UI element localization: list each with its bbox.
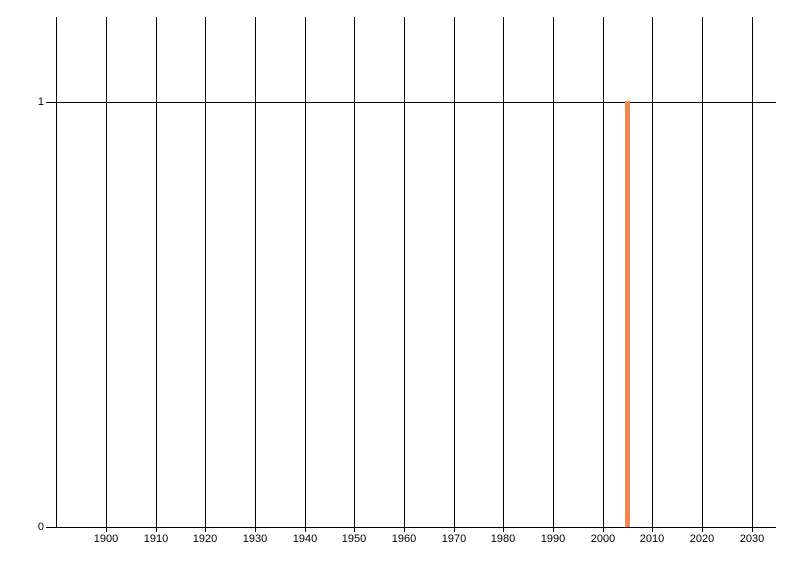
x-tick-label: 2000: [590, 533, 616, 545]
x-tick-label: 1930: [242, 533, 268, 545]
x-gridline: [603, 17, 604, 527]
x-gridline: [354, 17, 355, 527]
x-tick: [702, 527, 703, 532]
x-tick: [305, 527, 306, 532]
x-tick-label: 1990: [540, 533, 566, 545]
y-tick-label: 1: [37, 96, 44, 108]
x-tick-label: 1960: [391, 533, 417, 545]
x-tick-label: 1980: [490, 533, 516, 545]
x-tick-label: 2010: [639, 533, 665, 545]
x-gridline: [752, 17, 753, 527]
x-gridline: [553, 17, 554, 527]
x-gridline: [503, 17, 504, 527]
x-axis-line: [46, 527, 776, 528]
x-gridline: [404, 17, 405, 527]
x-tick: [553, 527, 554, 532]
x-gridline: [454, 17, 455, 527]
x-tick: [354, 527, 355, 532]
x-tick: [255, 527, 256, 532]
x-tick: [652, 527, 653, 532]
x-tick: [603, 527, 604, 532]
event-bar: [625, 101, 630, 527]
x-gridline: [652, 17, 653, 527]
x-gridline: [156, 17, 157, 527]
x-gridline: [106, 17, 107, 527]
x-gridline: [205, 17, 206, 527]
x-tick: [106, 527, 107, 532]
x-tick: [454, 527, 455, 532]
x-tick-label: 1950: [341, 533, 367, 545]
x-tick: [503, 527, 504, 532]
x-tick: [404, 527, 405, 532]
x-gridline: [255, 17, 256, 527]
x-tick: [156, 527, 157, 532]
x-tick-label: 1920: [192, 533, 218, 545]
x-tick: [205, 527, 206, 532]
x-gridline: [305, 17, 306, 527]
x-tick-label: 1910: [143, 533, 169, 545]
x-tick-label: 2020: [689, 533, 715, 545]
x-gridline: [702, 17, 703, 527]
x-tick-label: 1900: [93, 533, 119, 545]
x-tick-label: 1940: [292, 533, 318, 545]
x-tick-label: 2030: [739, 533, 765, 545]
x-tick: [752, 527, 753, 532]
y-tick-label: 0: [37, 521, 44, 533]
y-gridline: [46, 102, 776, 103]
x-tick-label: 1970: [441, 533, 467, 545]
x-gridline: [56, 17, 57, 527]
